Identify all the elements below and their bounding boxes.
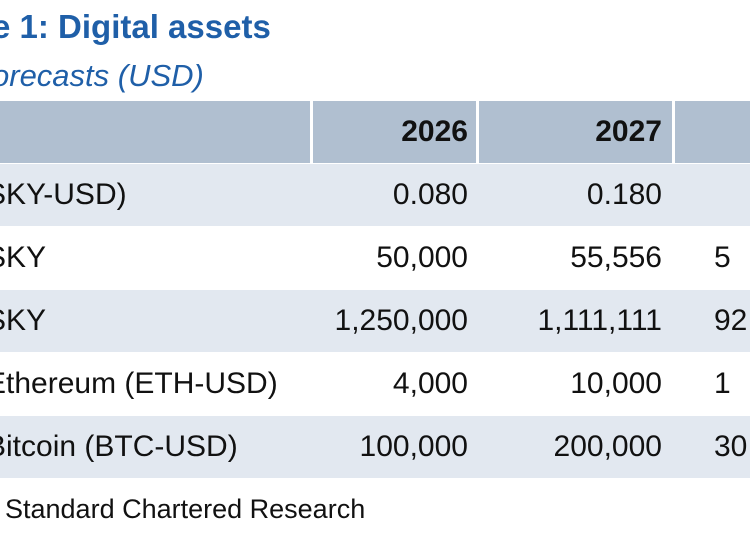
row-label: SKY-USD) xyxy=(0,178,127,211)
table-cell: 100,000 xyxy=(359,430,468,463)
table-row: SKY-USD) 0.080 0.180 xyxy=(0,164,750,227)
row-label: Ethereum (ETH-USD) xyxy=(0,367,278,400)
table-cell: 5 xyxy=(714,241,731,274)
header-column-divider xyxy=(310,101,313,163)
row-label: SKY xyxy=(0,304,47,337)
table-cell: 30 xyxy=(714,430,748,463)
table-cell: 1,250,000 xyxy=(334,304,468,337)
row-label: Bitcoin (BTC-USD) xyxy=(0,430,238,463)
figure-subtitle: orecasts (USD) xyxy=(0,58,204,93)
table-row: Bitcoin (BTC-USD) 100,000 200,000 30 xyxy=(0,416,750,479)
table-row: SKY 1,250,000 1,111,111 92 xyxy=(0,290,750,353)
source-note: : Standard Chartered Research xyxy=(0,494,366,524)
table-row: Ethereum (ETH-USD) 4,000 10,000 1 xyxy=(0,353,750,416)
figure-title: e 1: Digital assets xyxy=(0,8,271,45)
table-cell: 0.180 xyxy=(586,178,662,211)
table-header-cell-2027: 2027 xyxy=(595,115,662,148)
forecast-table: 2026 2027 SKY-USD) 0.080 0.180 SKY 50,00… xyxy=(0,101,750,479)
header-column-divider xyxy=(672,101,675,163)
table-cell: 50,000 xyxy=(376,241,468,274)
table-cell: 0.080 xyxy=(392,178,468,211)
table-cell: 1 xyxy=(714,367,731,400)
header-column-divider xyxy=(476,101,479,163)
table-cell: 1,111,111 xyxy=(537,304,662,337)
table-cell: 200,000 xyxy=(553,430,662,463)
table-cell: 55,556 xyxy=(570,241,662,274)
table-cell: 10,000 xyxy=(570,367,662,400)
table-cell: 4,000 xyxy=(392,367,468,400)
table-header-row: 2026 2027 xyxy=(0,101,750,164)
table-cell: 92 xyxy=(714,304,748,337)
table-header-cell-2026: 2026 xyxy=(401,115,468,148)
row-label: SKY xyxy=(0,241,47,274)
table-row: SKY 50,000 55,556 5 xyxy=(0,227,750,290)
